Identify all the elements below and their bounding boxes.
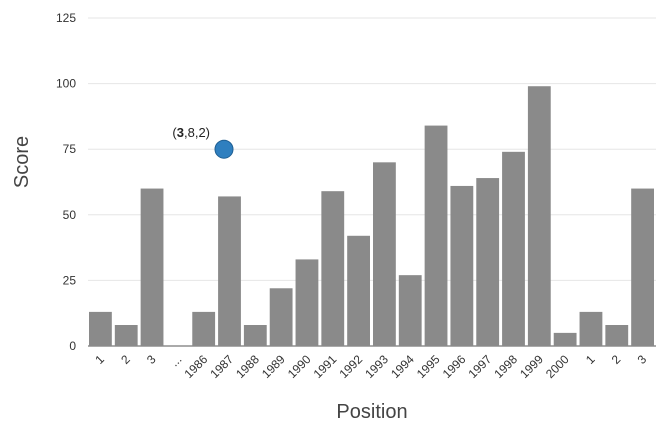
bar: [424, 125, 448, 346]
x-tick-label: 1999: [517, 352, 546, 381]
x-axis-ticks: 1 2 3 ...1986198719881989199019911992199319…: [92, 352, 649, 381]
y-tick-label: 25: [63, 273, 77, 287]
bars: [89, 86, 654, 346]
bar: [476, 178, 500, 346]
bar: [398, 275, 422, 346]
x-tick-label: 3: [144, 352, 159, 367]
x-tick-label: 1994: [388, 352, 417, 381]
bar: [295, 259, 319, 346]
bar: [579, 311, 603, 346]
y-tick-label: 125: [56, 11, 76, 25]
x-axis-title: Position: [336, 401, 407, 423]
bar: [347, 235, 370, 346]
y-tick-label: 0: [69, 339, 76, 353]
bar: [605, 325, 629, 346]
bar: [373, 162, 396, 346]
x-tick-label: 1: [583, 352, 598, 367]
gridlines: [88, 17, 656, 347]
y-tick-label: 75: [63, 142, 77, 156]
y-axis-ticks: 0 25 50 75 100 125: [56, 11, 76, 353]
x-tick-label: 2: [118, 352, 133, 367]
x-tick-label: 1989: [259, 352, 288, 381]
x-tick-label: 1996: [440, 352, 469, 381]
annotation: (3,8,2): [172, 125, 234, 159]
bar: [553, 332, 577, 346]
bar: [218, 196, 241, 346]
x-tick-label: 1993: [362, 352, 391, 381]
bar: [321, 191, 345, 346]
x-tick-label: 1991: [311, 352, 340, 381]
x-tick-label: ...: [168, 352, 185, 369]
x-tick-label: 1997: [466, 352, 495, 381]
x-tick-label: 2: [609, 352, 624, 367]
y-tick-label: 50: [63, 208, 77, 222]
bar: [527, 86, 551, 346]
x-tick-label: 3: [635, 352, 650, 367]
bar: [502, 151, 525, 346]
x-tick-label: 1990: [285, 352, 314, 381]
x-tick-label: 1: [92, 352, 107, 367]
x-tick-label: 1992: [336, 352, 365, 381]
bar: [269, 288, 293, 346]
x-tick-label: 2000: [543, 352, 572, 381]
bar: [114, 325, 138, 346]
bar: [140, 188, 164, 346]
x-tick-label: 1988: [233, 352, 262, 381]
x-tick-label: 1986: [182, 352, 211, 381]
x-tick-label: 1998: [491, 352, 520, 381]
y-tick-label: 100: [56, 77, 76, 91]
bar: [631, 188, 654, 346]
x-tick-label: 1995: [414, 352, 443, 381]
annotation-marker: [214, 139, 234, 159]
bar: [89, 311, 112, 346]
y-axis-title: Score: [11, 136, 33, 188]
bar: [450, 185, 474, 346]
bar: [243, 325, 267, 346]
annotation-label: (3,8,2): [172, 125, 210, 140]
x-tick-label: 1987: [207, 352, 236, 381]
bar: [192, 311, 216, 346]
